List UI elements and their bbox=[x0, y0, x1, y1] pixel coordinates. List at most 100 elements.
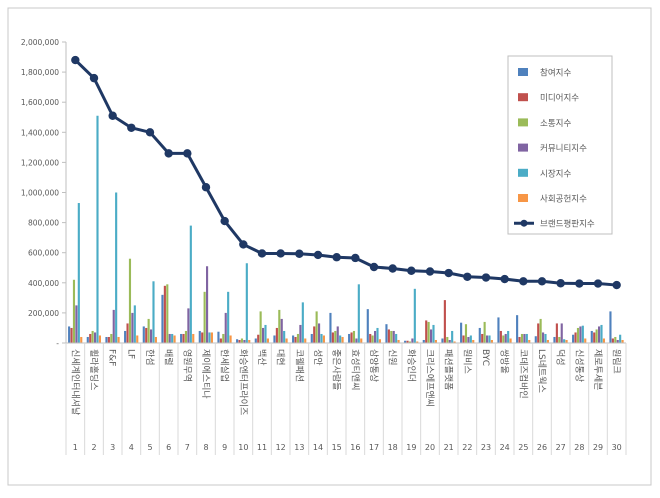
bar-소통지수-13 bbox=[296, 333, 300, 343]
bar-사회공헌지수-20 bbox=[434, 339, 437, 343]
bar-시장지수-4 bbox=[133, 305, 136, 344]
bar-사회공헌지수-26 bbox=[546, 339, 549, 343]
x-category-number: 19 bbox=[406, 443, 416, 452]
bar-사회공헌지수-25 bbox=[528, 339, 531, 343]
bar-참여지수-12 bbox=[273, 335, 276, 343]
bar-커뮤니티지수-17 bbox=[374, 330, 377, 343]
bar-미디어지수-26 bbox=[537, 323, 540, 343]
x-axis: 신세계인터내셔날 1 휠라홀딩스 2 F&F 3 LF 4 한섬 5 배럴 6 영원무역 7 제이에스티나 8… bbox=[65, 342, 627, 455]
bar-커뮤니티지수-24 bbox=[504, 333, 507, 343]
bar-참여지수-21 bbox=[441, 338, 444, 343]
bar-소통지수-28 bbox=[576, 327, 580, 343]
bar-시장지수-21 bbox=[451, 330, 454, 343]
line-point-27 bbox=[556, 279, 565, 288]
bar-참여지수-7 bbox=[180, 333, 183, 343]
bar-참여지수-5 bbox=[142, 326, 145, 343]
bar-소통지수-10 bbox=[240, 338, 244, 343]
bar-미디어지수-22 bbox=[462, 335, 465, 343]
x-category-number: 24 bbox=[500, 443, 510, 452]
x-category-label: 원림크 bbox=[611, 349, 623, 374]
y-tick-label: 1,000,000 bbox=[21, 189, 59, 198]
bar-커뮤니티지수-6 bbox=[168, 333, 171, 343]
bar-소통지수-15 bbox=[334, 330, 337, 343]
bar-소통지수-3 bbox=[110, 333, 113, 343]
x-category-label: 백산 bbox=[256, 349, 267, 366]
bar-소통지수-4 bbox=[128, 258, 132, 343]
bar-참여지수-3 bbox=[105, 336, 108, 343]
bar-커뮤니티지수-23 bbox=[486, 335, 489, 343]
line-point-17 bbox=[369, 262, 379, 272]
y-tick-label: 1,400,000 bbox=[21, 128, 59, 137]
x-category-number: 15 bbox=[332, 443, 342, 452]
bar-사회공헌지수-19 bbox=[416, 341, 419, 343]
x-category-label: BYC bbox=[480, 349, 490, 366]
bar-시장지수-10 bbox=[245, 263, 248, 343]
bar-커뮤니티지수-15 bbox=[336, 326, 339, 343]
bar-소통지수-8 bbox=[203, 291, 206, 343]
bar-시장지수-14 bbox=[320, 333, 323, 343]
bar-미디어지수-1 bbox=[70, 327, 73, 343]
bar-소통지수-21 bbox=[446, 336, 449, 343]
bar-사회공헌지수-29 bbox=[602, 338, 605, 343]
bar-참여지수-14 bbox=[310, 333, 313, 343]
bar-소통지수-24 bbox=[502, 335, 505, 343]
x-category-number: 7 bbox=[185, 443, 190, 452]
x-category-label: 영원무역 bbox=[181, 349, 192, 382]
x-category-number: 8 bbox=[203, 443, 208, 452]
line-point-26 bbox=[537, 277, 547, 286]
line-point-8 bbox=[201, 183, 211, 192]
legend-swatch bbox=[518, 168, 528, 177]
bar-미디어지수-17 bbox=[369, 333, 372, 343]
bar-시장지수-5 bbox=[152, 281, 155, 343]
bar-미디어지수-9 bbox=[219, 338, 222, 343]
x-category-label: 제이에스티나 bbox=[200, 349, 211, 399]
y-tick-label: 1,800,000 bbox=[21, 68, 59, 77]
bar-사회공헌지수-24 bbox=[509, 338, 512, 343]
bar-사회공헌지수-8 bbox=[210, 332, 213, 343]
bar-커뮤니티지수-8 bbox=[206, 266, 209, 343]
line-point-14 bbox=[313, 250, 323, 260]
bar-시장지수-18 bbox=[395, 333, 398, 343]
legend-label: 참여지수 bbox=[540, 68, 571, 79]
x-category-number: 4 bbox=[129, 443, 134, 452]
bar-사회공헌지수-1 bbox=[80, 336, 83, 343]
x-category-number: 9 bbox=[222, 443, 227, 452]
bar-참여지수-11 bbox=[254, 338, 257, 343]
x-category-label: LF bbox=[125, 349, 135, 359]
x-category-number: 23 bbox=[481, 443, 491, 452]
bar-시장지수-6 bbox=[171, 333, 174, 343]
bar-커뮤니티지수-11 bbox=[262, 327, 265, 343]
x-category-number: 16 bbox=[350, 443, 360, 452]
line-point-13 bbox=[295, 249, 304, 258]
bar-사회공헌지수-30 bbox=[621, 339, 624, 343]
bar-참여지수-24 bbox=[497, 317, 500, 343]
line-point-18 bbox=[388, 264, 397, 273]
x-category-label: 신원 bbox=[387, 349, 398, 366]
bar-참여지수-9 bbox=[217, 331, 220, 343]
bar-미디어지수-3 bbox=[107, 336, 110, 343]
x-category-label: 제로투세븐 bbox=[592, 349, 603, 390]
bar-참여지수-26 bbox=[534, 336, 537, 343]
bar-소통지수-9 bbox=[222, 333, 225, 343]
x-category-number: 2 bbox=[91, 443, 96, 452]
line-point-28 bbox=[575, 279, 584, 288]
x-category-number: 21 bbox=[444, 443, 454, 452]
bar-커뮤니티지수-19 bbox=[411, 338, 414, 343]
legend-label: 브랜드평판지수 bbox=[540, 219, 595, 230]
x-category-label: 신성통상 bbox=[573, 349, 584, 382]
bar-소통지수-16 bbox=[352, 330, 356, 343]
bar-사회공헌지수-12 bbox=[285, 338, 288, 343]
bar-사회공헌지수-4 bbox=[136, 335, 139, 343]
bar-커뮤니티지수-3 bbox=[112, 309, 115, 343]
x-category-label: 크리스에프앤씨 bbox=[424, 349, 435, 407]
bar-미디어지수-2 bbox=[89, 333, 92, 343]
x-category-label: 원비스 bbox=[461, 349, 472, 374]
x-category-number: 14 bbox=[313, 443, 323, 452]
legend-swatch bbox=[518, 68, 528, 76]
bar-시장지수-13 bbox=[301, 302, 304, 343]
legend-label: 미디어지수 bbox=[540, 93, 579, 104]
bar-참여지수-15 bbox=[329, 312, 332, 343]
bar-미디어지수-20 bbox=[425, 320, 428, 343]
x-category-number: 1 bbox=[73, 443, 78, 452]
